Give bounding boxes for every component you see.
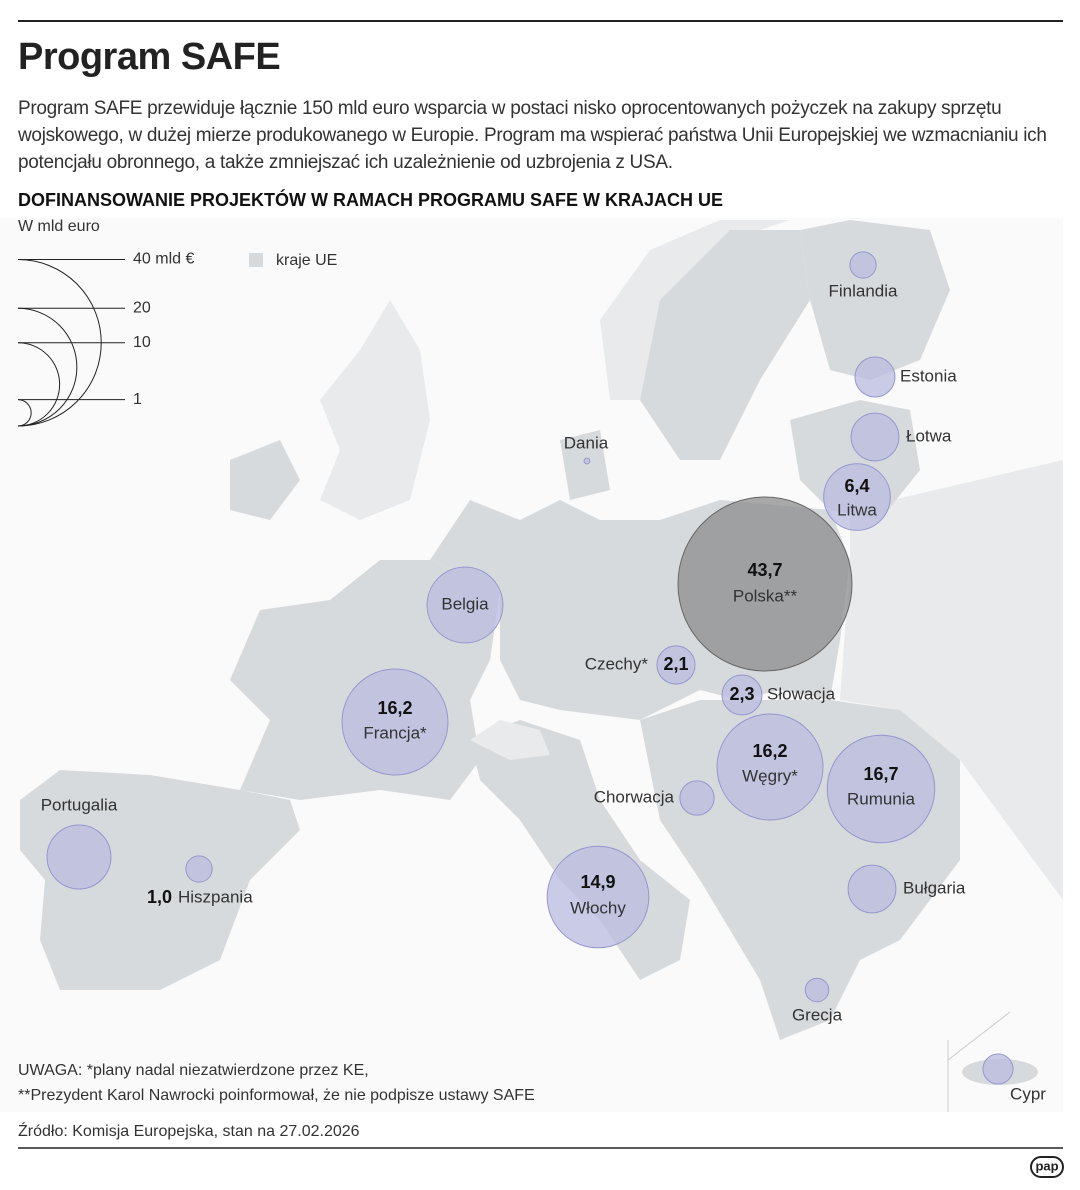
value-label: 43,7 — [747, 560, 782, 580]
bubble — [677, 496, 853, 672]
value-label: 16,2 — [752, 741, 787, 761]
bubble — [826, 734, 936, 844]
country-name: Włochy — [570, 898, 626, 917]
bubble — [849, 251, 877, 279]
map-title: DOFINANSOWANIE PROJEKTÓW W RAMACH PROGRA… — [18, 189, 723, 210]
bubble — [847, 864, 897, 914]
country-name: Grecja — [792, 1005, 843, 1024]
bubble — [426, 566, 504, 644]
country-name: Dania — [564, 433, 609, 452]
bubble — [823, 463, 891, 531]
bubble — [583, 457, 591, 465]
logo-frame — [1030, 1156, 1064, 1178]
unit: W mld euro — [18, 218, 100, 235]
value-label: 16,7 — [863, 764, 898, 784]
legend-land-swatch — [249, 253, 263, 267]
note: UWAGA: *plany nadal niezatwierdzone prze… — [18, 1062, 369, 1079]
bubble — [982, 1053, 1014, 1085]
bubble — [656, 645, 696, 685]
value-label: 6,4 — [844, 476, 869, 496]
country-name: Słowacja — [767, 684, 836, 703]
source: Źródło: Komisja Europejska, stan na 27.0… — [18, 1121, 360, 1140]
country-name: Belgia — [441, 594, 489, 613]
legend-circle — [17, 307, 78, 427]
note: **Prezydent Karol Nawrocki poinformował,… — [18, 1087, 535, 1104]
bubble — [804, 977, 830, 1003]
country-name: Litwa — [837, 500, 877, 519]
legend-circle — [17, 342, 60, 427]
title: Program SAFE — [18, 36, 281, 78]
country-name: Portugalia — [41, 795, 118, 814]
country-name: Polska** — [733, 586, 798, 605]
country-name: Czechy* — [585, 654, 649, 673]
legend-label: 10 — [133, 334, 151, 351]
country-name: Hiszpania — [178, 887, 253, 906]
bubble — [721, 674, 763, 716]
legend-land-label: kraje UE — [276, 252, 337, 269]
legend-label: 20 — [133, 300, 151, 317]
value-label: 2,3 — [729, 684, 754, 704]
logo: pap — [1035, 1158, 1058, 1173]
value-label: 1,0 — [147, 887, 172, 907]
country-name: Rumunia — [847, 789, 916, 808]
description: Program SAFE przewiduje łącznie 150 mld … — [18, 98, 1047, 173]
country-name: Francja* — [363, 723, 427, 742]
country-name: Chorwacja — [594, 787, 675, 806]
value-label: 2,1 — [663, 654, 688, 674]
bubble — [185, 855, 213, 883]
bubble — [46, 824, 112, 890]
value-label: 16,2 — [377, 698, 412, 718]
value-label: 14,9 — [580, 872, 615, 892]
land — [0, 218, 1063, 1112]
legend-circle — [17, 399, 32, 427]
country-name: Węgry* — [742, 766, 798, 785]
bubble — [341, 668, 449, 776]
bubble — [850, 412, 900, 462]
country-name: Bułgaria — [903, 878, 966, 897]
country-name: Estonia — [900, 366, 957, 385]
bubble — [854, 356, 896, 398]
country-name: Łotwa — [906, 426, 952, 445]
country-name: Finlandia — [829, 281, 899, 300]
country-name: Cypr — [1010, 1084, 1046, 1103]
legend-label: 40 mld € — [133, 251, 194, 268]
bubble — [716, 713, 824, 821]
bubble — [546, 845, 650, 949]
legend-label: 1 — [133, 391, 142, 408]
bubble — [679, 780, 715, 816]
